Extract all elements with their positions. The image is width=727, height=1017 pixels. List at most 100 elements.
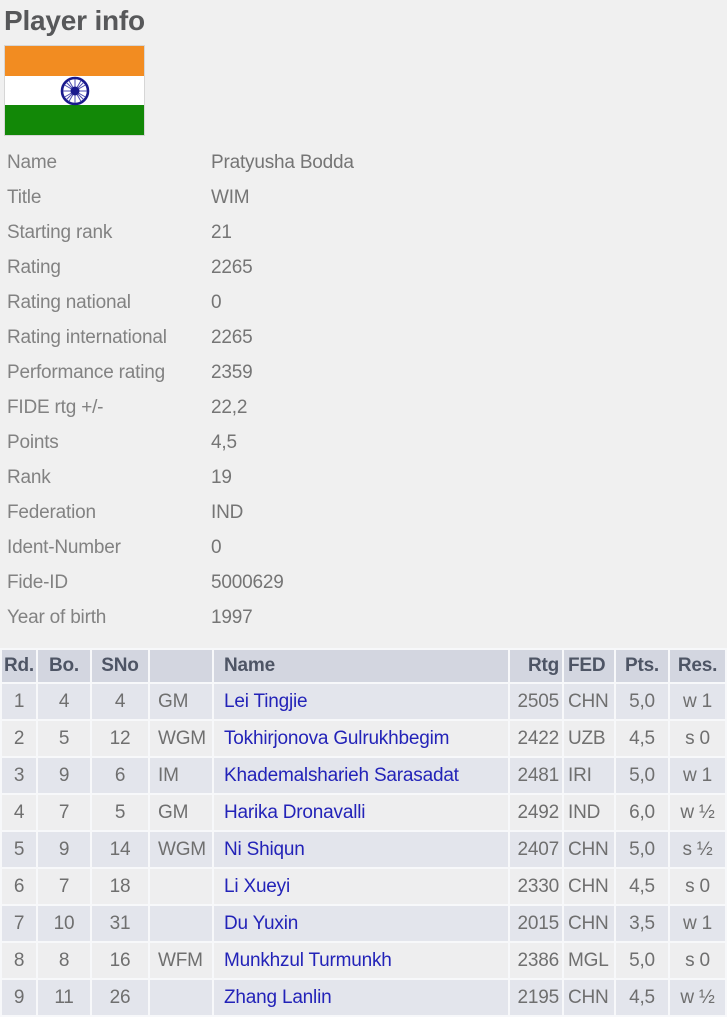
table-row: 7 10 31 Du Yuxin 2015 CHN 3,5 w 1	[2, 906, 725, 941]
info-label: Rank	[7, 466, 51, 488]
cell-fed: CHN	[564, 832, 614, 867]
cell-rtg: 2422	[510, 721, 562, 756]
cell-title: GM	[150, 684, 212, 719]
info-label: Starting rank	[7, 221, 113, 243]
cell-title: WGM	[150, 832, 212, 867]
table-row: 9 11 26 Zhang Lanlin 2195 CHN 4,5 w ½	[2, 980, 725, 1015]
cell-rd: 1	[2, 684, 36, 719]
opponent-link[interactable]: Tokhirjonova Gulrukhbegim	[224, 727, 450, 749]
info-row-federation: Federation IND	[0, 495, 727, 530]
cell-pts: 6,0	[616, 795, 668, 830]
cell-res: s 0	[670, 943, 725, 978]
info-row-ident-number: Ident-Number 0	[0, 530, 727, 565]
table-row: 8 8 16 WFM Munkhzul Turmunkh 2386 MGL 5,…	[2, 943, 725, 978]
cell-fed: MGL	[564, 943, 614, 978]
info-row-rating-national: Rating national 0	[0, 285, 727, 320]
cell-fed: CHN	[564, 906, 614, 941]
cell-bo: 7	[38, 795, 90, 830]
info-label: Rating international	[7, 326, 167, 348]
cell-sno: 16	[92, 943, 148, 978]
cell-res: s ½	[670, 832, 725, 867]
opponent-link[interactable]: Harika Dronavalli	[224, 801, 366, 823]
cell-rtg: 2481	[510, 758, 562, 793]
cell-sno: 6	[92, 758, 148, 793]
cell-res: w ½	[670, 795, 725, 830]
info-row-rating: Rating 2265	[0, 250, 727, 285]
cell-sno: 14	[92, 832, 148, 867]
cell-res: w 1	[670, 906, 725, 941]
cell-name: Zhang Lanlin	[214, 980, 508, 1015]
cell-rd: 3	[2, 758, 36, 793]
cell-bo: 9	[38, 832, 90, 867]
info-value: IND	[211, 501, 244, 523]
info-value: 21	[211, 221, 232, 243]
cell-rtg: 2330	[510, 869, 562, 904]
cell-name: Lei Tingjie	[214, 684, 508, 719]
opponent-link[interactable]: Munkhzul Turmunkh	[224, 949, 392, 971]
cell-name: Munkhzul Turmunkh	[214, 943, 508, 978]
cell-bo: 11	[38, 980, 90, 1015]
info-label: Rating	[7, 256, 61, 278]
opponent-link[interactable]: Ni Shiqun	[224, 838, 305, 860]
cell-pts: 4,5	[616, 869, 668, 904]
cell-title: GM	[150, 795, 212, 830]
table-row: 3 9 6 IM Khademalsharieh Sarasadat 2481 …	[2, 758, 725, 793]
cell-sno: 4	[92, 684, 148, 719]
cell-bo: 8	[38, 943, 90, 978]
info-row-name: Name Pratyusha Bodda	[0, 145, 727, 180]
info-label: Ident-Number	[7, 536, 121, 558]
opponent-link[interactable]: Lei Tingjie	[224, 690, 308, 712]
info-label: Name	[7, 151, 57, 173]
table-row: 1 4 4 GM Lei Tingjie 2505 CHN 5,0 w 1	[2, 684, 725, 719]
cell-name: Li Xueyi	[214, 869, 508, 904]
cell-rtg: 2195	[510, 980, 562, 1015]
info-row-fide-rtg: FIDE rtg +/- 22,2	[0, 390, 727, 425]
cell-name: Harika Dronavalli	[214, 795, 508, 830]
info-row-starting-rank: Starting rank 21	[0, 215, 727, 250]
cell-pts: 4,5	[616, 980, 668, 1015]
page-title: Player info	[4, 5, 145, 36]
cell-rtg: 2492	[510, 795, 562, 830]
opponent-link[interactable]: Du Yuxin	[224, 912, 299, 934]
cell-name: Ni Shiqun	[214, 832, 508, 867]
opponent-link[interactable]: Khademalsharieh Sarasadat	[224, 764, 459, 786]
cell-title	[150, 906, 212, 941]
info-value: 1997	[211, 606, 253, 628]
table-row: 5 9 14 WGM Ni Shiqun 2407 CHN 5,0 s ½	[2, 832, 725, 867]
cell-name: Du Yuxin	[214, 906, 508, 941]
flag-saffron-band	[5, 46, 144, 76]
cell-fed: CHN	[564, 980, 614, 1015]
cell-res: w 1	[670, 758, 725, 793]
cell-rd: 8	[2, 943, 36, 978]
cell-name: Tokhirjonova Gulrukhbegim	[214, 721, 508, 756]
info-row-year-of-birth: Year of birth 1997	[0, 600, 727, 635]
cell-rtg: 2386	[510, 943, 562, 978]
header-rtg: Rtg	[510, 650, 562, 682]
info-value: 4,5	[211, 431, 237, 453]
info-value: Pratyusha Bodda	[211, 151, 354, 173]
cell-rtg: 2407	[510, 832, 562, 867]
info-label: Year of birth	[7, 606, 107, 628]
header-name: Name	[214, 650, 508, 682]
info-row-performance-rating: Performance rating 2359	[0, 355, 727, 390]
cell-pts: 5,0	[616, 943, 668, 978]
opponent-link[interactable]: Zhang Lanlin	[224, 986, 332, 1008]
info-label: Points	[7, 431, 59, 453]
cell-rd: 2	[2, 721, 36, 756]
info-row-rating-international: Rating international 2265	[0, 320, 727, 355]
header-bo: Bo.	[38, 650, 90, 682]
opponent-link[interactable]: Li Xueyi	[224, 875, 290, 897]
info-row-points: Points 4,5	[0, 425, 727, 460]
cell-sno: 31	[92, 906, 148, 941]
cell-bo: 7	[38, 869, 90, 904]
cell-pts: 3,5	[616, 906, 668, 941]
cell-sno: 18	[92, 869, 148, 904]
info-value: 2265	[211, 326, 253, 348]
info-label: Rating national	[7, 291, 131, 313]
cell-fed: CHN	[564, 684, 614, 719]
info-label: Performance rating	[7, 361, 165, 383]
ashoka-chakra-icon	[60, 76, 89, 105]
info-value: 2265	[211, 256, 253, 278]
cell-sno: 12	[92, 721, 148, 756]
info-value: 19	[211, 466, 232, 488]
